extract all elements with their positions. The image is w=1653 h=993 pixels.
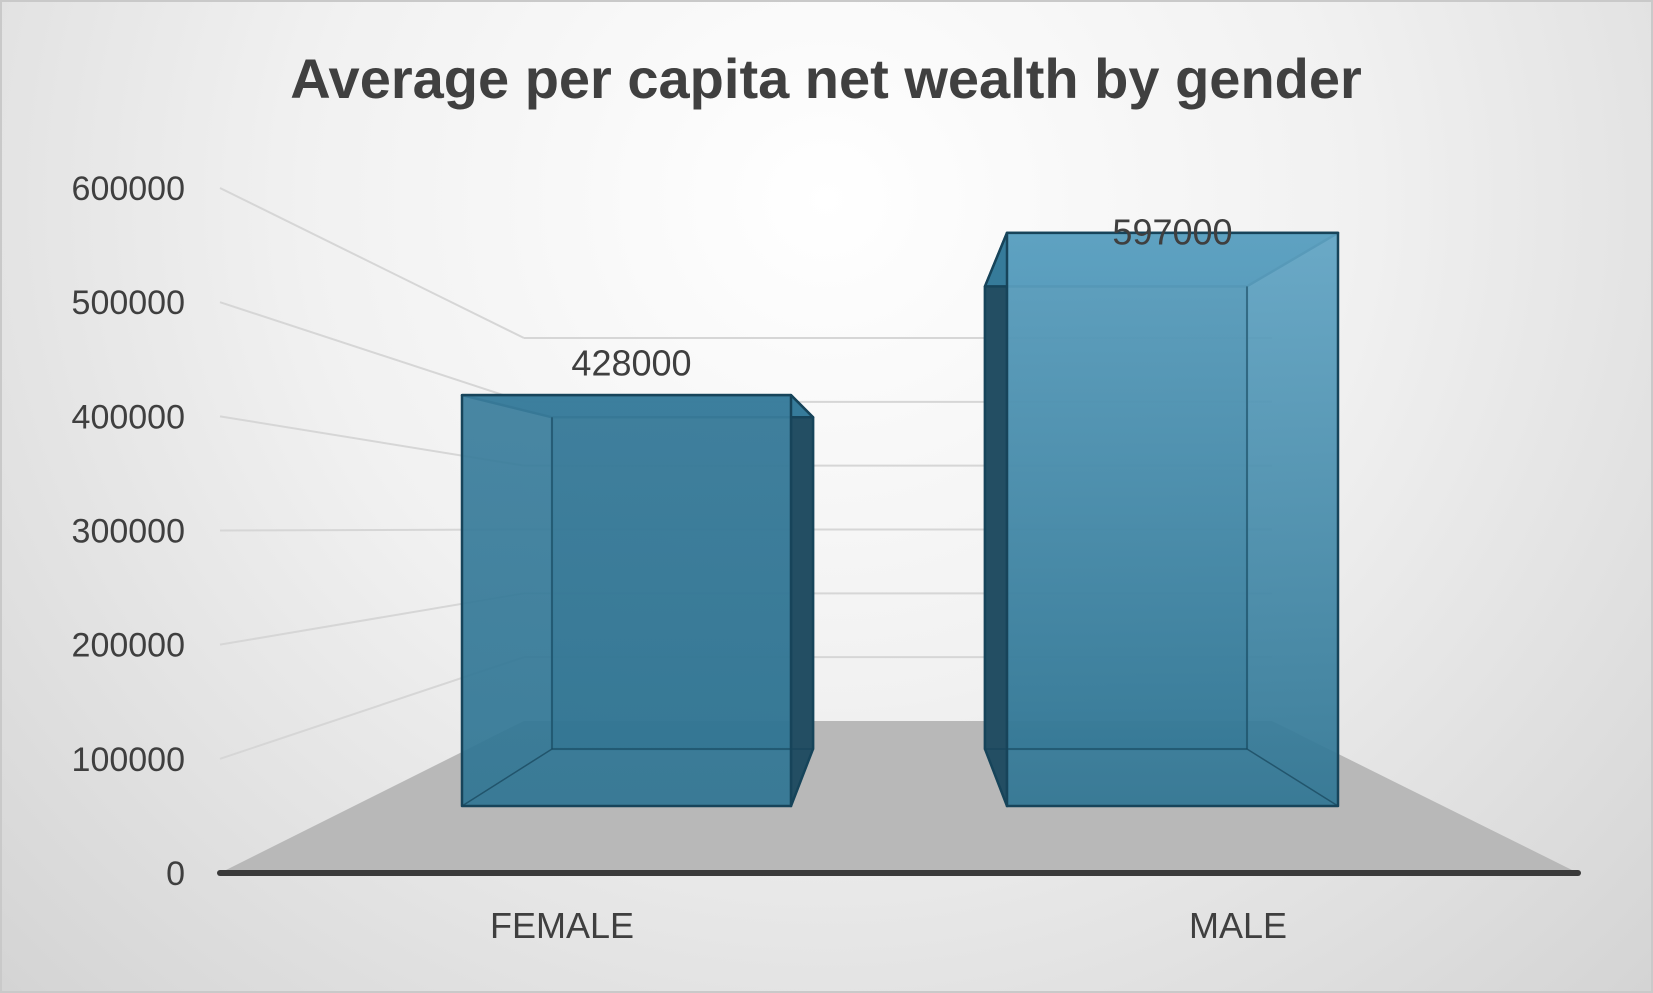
bars xyxy=(460,231,1340,808)
bar-front-face xyxy=(1005,231,1340,808)
y-tick-label: 500000 xyxy=(72,284,185,322)
bar-edge xyxy=(790,748,814,807)
data-label: 428000 xyxy=(571,342,691,383)
chart-floor xyxy=(220,721,1578,873)
y-tick-label: 600000 xyxy=(72,170,185,208)
bar-female xyxy=(460,393,815,808)
y-tick-label: 100000 xyxy=(72,741,185,779)
bar-edge xyxy=(984,748,1008,807)
data-labels: 428000 597000 xyxy=(571,211,1232,383)
y-tick-label: 400000 xyxy=(72,398,185,436)
y-axis: 0 100000 200000 300000 400000 500000 600000 xyxy=(72,170,185,893)
bar-side-face xyxy=(983,231,1009,808)
x-tick-label: MALE xyxy=(1189,905,1287,946)
bar-male xyxy=(983,231,1340,808)
chart-title: Average per capita net wealth by gender xyxy=(290,47,1362,110)
y-tick-label: 0 xyxy=(166,855,185,893)
gridline xyxy=(219,187,525,339)
data-label: 597000 xyxy=(1112,211,1232,252)
y-tick-label: 200000 xyxy=(72,627,185,665)
y-tick-label: 300000 xyxy=(72,513,185,551)
bar-side-face xyxy=(789,393,815,808)
bar-edge xyxy=(461,748,553,807)
x-tick-label: FEMALE xyxy=(490,905,634,946)
x-axis: FEMALE MALE xyxy=(490,905,1287,946)
gridline xyxy=(219,301,525,403)
bar-edge xyxy=(1246,748,1339,807)
bar-front-face xyxy=(460,393,793,808)
